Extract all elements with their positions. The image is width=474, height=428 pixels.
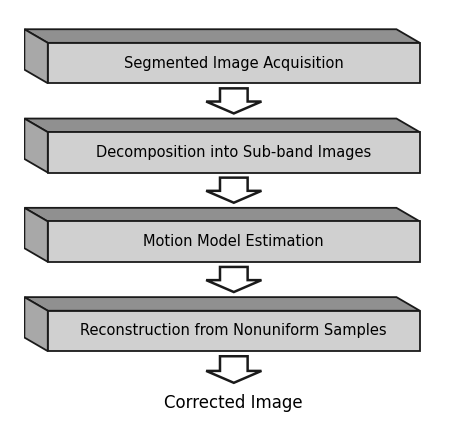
Polygon shape — [206, 356, 262, 383]
FancyBboxPatch shape — [48, 311, 420, 351]
Polygon shape — [24, 29, 48, 83]
Polygon shape — [206, 178, 262, 203]
Polygon shape — [24, 208, 48, 262]
Polygon shape — [24, 297, 420, 311]
FancyBboxPatch shape — [48, 221, 420, 262]
Polygon shape — [24, 29, 420, 43]
Text: Corrected Image: Corrected Image — [164, 394, 303, 412]
FancyBboxPatch shape — [48, 43, 420, 83]
Text: Reconstruction from Nonuniform Samples: Reconstruction from Nonuniform Samples — [81, 324, 387, 339]
Polygon shape — [206, 267, 262, 292]
Polygon shape — [24, 119, 420, 132]
Polygon shape — [24, 208, 420, 221]
Text: Segmented Image Acquisition: Segmented Image Acquisition — [124, 56, 344, 71]
FancyBboxPatch shape — [48, 132, 420, 172]
Text: Motion Model Estimation: Motion Model Estimation — [144, 234, 324, 249]
Polygon shape — [24, 297, 48, 351]
Text: Decomposition into Sub-band Images: Decomposition into Sub-band Images — [96, 145, 372, 160]
Polygon shape — [206, 88, 262, 113]
Polygon shape — [24, 119, 48, 172]
